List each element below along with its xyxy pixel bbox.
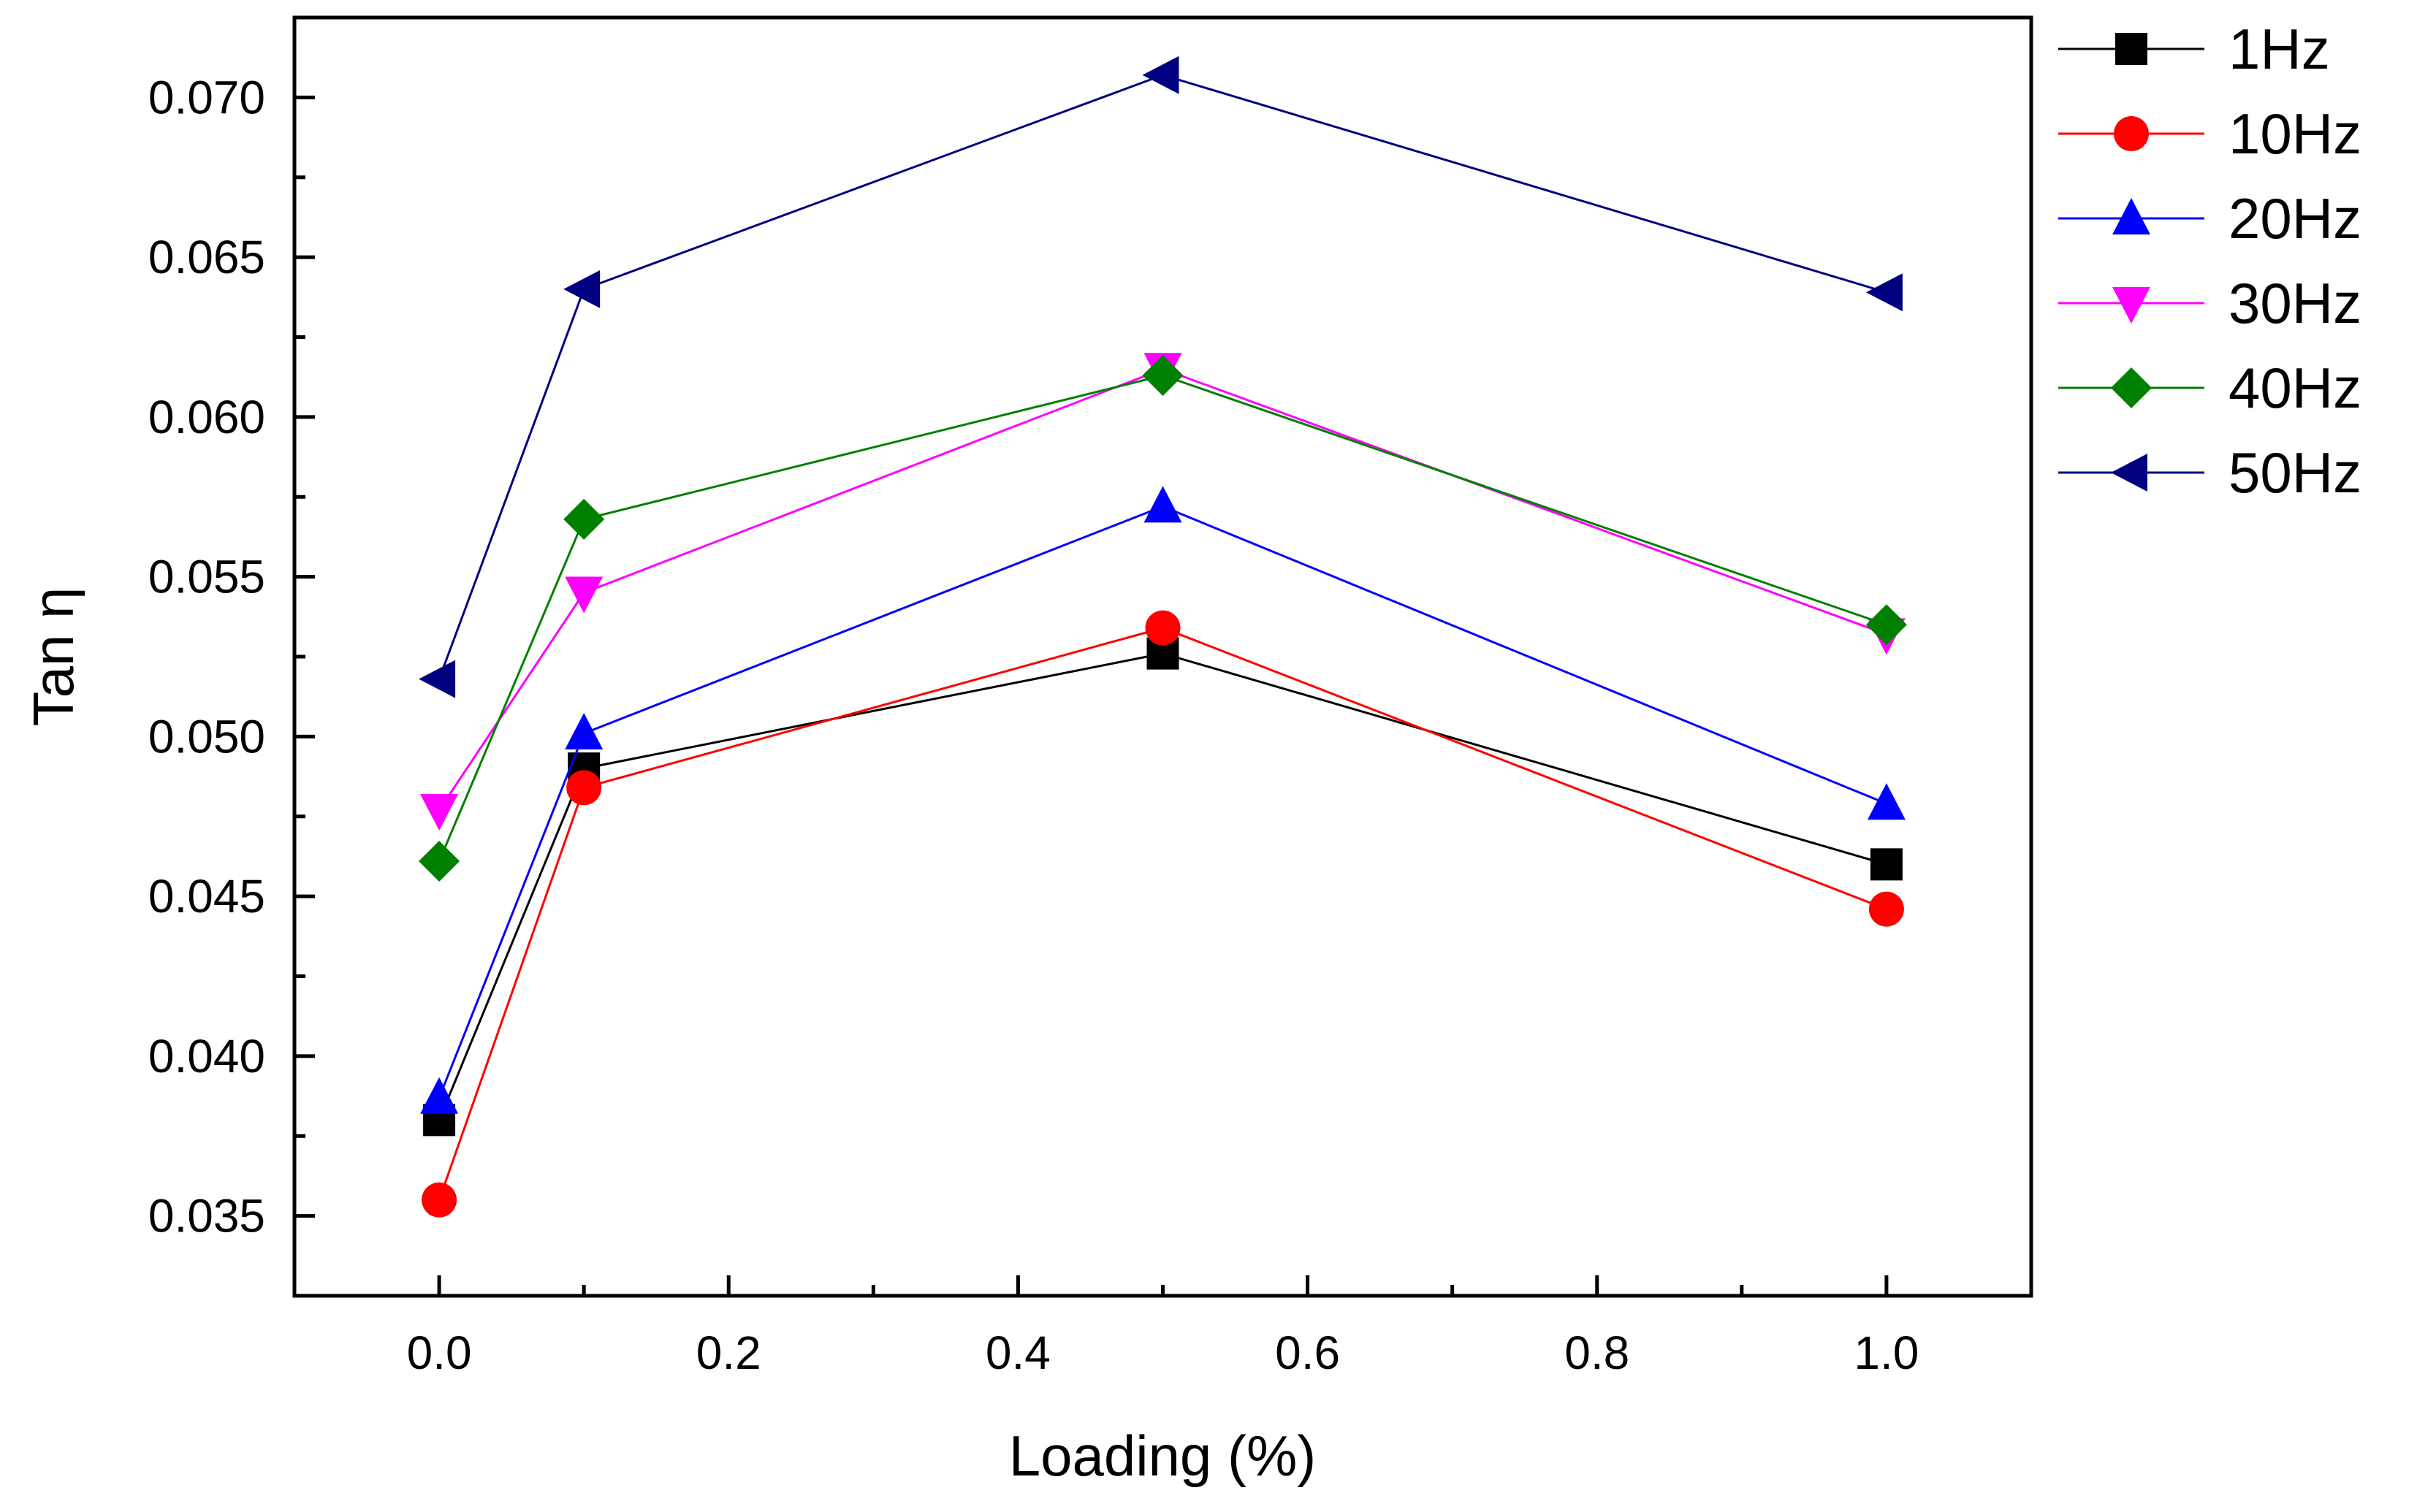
legend-label: 1Hz	[2228, 17, 2330, 81]
data-point	[1867, 783, 1906, 820]
data-point	[1142, 56, 1179, 94]
legend: 1Hz 10Hz 20Hz 30Hz 40Hz 50Hz	[2058, 17, 2361, 505]
data-point	[419, 841, 460, 882]
x-tick-label: 0.4	[986, 1326, 1051, 1379]
data-point	[422, 1182, 457, 1218]
legend-marker	[2112, 287, 2150, 324]
series-40Hz	[419, 355, 1907, 882]
x-tick-label: 0.2	[696, 1326, 761, 1379]
x-tick-label: 1.0	[1854, 1326, 1919, 1379]
y-tick-label: 0.065	[148, 231, 265, 283]
x-tick-label: 0.6	[1275, 1326, 1340, 1379]
data-point	[566, 770, 602, 806]
series-line	[438, 367, 1887, 811]
data-point	[420, 1077, 459, 1114]
x-tick-label: 0.0	[407, 1326, 472, 1379]
data-point	[563, 498, 605, 540]
series-layer	[419, 56, 1907, 1218]
legend-marker	[2115, 33, 2147, 65]
legend-marker	[2111, 454, 2147, 492]
x-tick-label: 0.8	[1564, 1326, 1629, 1379]
series-line	[438, 374, 1887, 862]
legend-marker	[2111, 367, 2152, 408]
legend-label: 10Hz	[2228, 102, 2361, 166]
legend-marker	[2114, 116, 2149, 151]
x-axis-title: Loading (%)	[1009, 1424, 1317, 1488]
legend-label: 30Hz	[2228, 271, 2361, 335]
y-axis: 0.035 0.040 0.045 0.050 0.055 0.060 0.065 0.070	[148, 71, 315, 1298]
series-20Hz	[420, 486, 1906, 1114]
y-tick-label: 0.040	[148, 1030, 265, 1083]
data-point	[420, 794, 459, 831]
y-tick-label: 0.055	[148, 551, 265, 603]
y-axis-title: Tan η	[21, 587, 85, 727]
y-tick-label: 0.060	[148, 391, 265, 443]
legend-item: 30Hz	[2058, 271, 2361, 335]
data-point	[1142, 355, 1184, 396]
legend-item: 1Hz	[2058, 17, 2330, 81]
series-line	[438, 652, 1887, 1120]
data-point	[565, 713, 604, 749]
data-point	[1870, 848, 1903, 881]
series-1Hz	[423, 637, 1903, 1137]
legend-item: 50Hz	[2058, 440, 2361, 505]
series-10Hz	[422, 610, 1904, 1218]
legend-item: 20Hz	[2058, 186, 2361, 251]
series-line	[438, 505, 1887, 1099]
y-tick-label: 0.035	[148, 1190, 265, 1242]
data-point	[1868, 891, 1904, 927]
data-point	[1865, 273, 1903, 312]
legend-label: 50Hz	[2228, 440, 2361, 505]
legend-marker	[2112, 198, 2150, 234]
y-tick-label: 0.045	[148, 870, 265, 923]
series-30Hz	[420, 353, 1906, 831]
y-tick-label: 0.070	[148, 71, 265, 123]
series-line	[438, 627, 1887, 1201]
series-line	[438, 74, 1887, 680]
data-point	[1865, 604, 1907, 646]
x-axis: 0.0 0.2 0.4 0.6 0.8 1.0	[292, 1275, 1919, 1379]
y-tick-label: 0.050	[148, 710, 265, 763]
legend-item: 40Hz	[2058, 356, 2361, 420]
data-point	[565, 576, 604, 614]
data-point	[563, 270, 601, 308]
data-point	[419, 660, 456, 698]
legend-label: 20Hz	[2228, 186, 2361, 251]
series-50Hz	[419, 56, 1903, 698]
data-point	[1145, 610, 1181, 646]
data-point	[1143, 486, 1182, 523]
legend-item: 10Hz	[2058, 102, 2361, 166]
legend-label: 40Hz	[2228, 356, 2361, 420]
